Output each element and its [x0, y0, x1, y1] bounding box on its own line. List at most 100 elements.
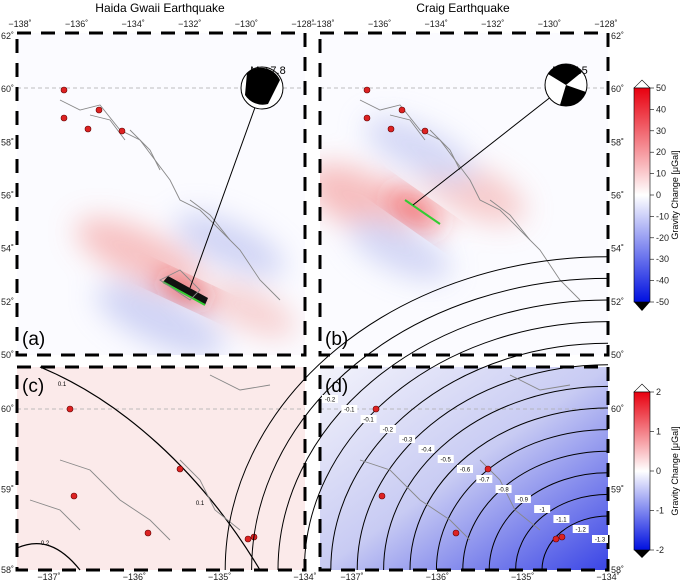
contour-line: [224, 256, 609, 571]
lat-tick-label: 58˚: [611, 137, 624, 147]
colorbar-tick-label: 40: [656, 104, 666, 114]
map-b: Mw 7.5 (b): [320, 33, 608, 355]
colorbar-tick-label: 0: [656, 190, 661, 200]
contour-line: [356, 364, 609, 571]
contour-line: [541, 515, 609, 571]
magnitude: Mw 7.5: [552, 65, 587, 77]
contour-label-bg: [360, 415, 377, 423]
lon-tick-label: −134˚: [122, 19, 145, 29]
contour-label: -0.1: [363, 418, 374, 424]
lon-tick-label: −136˚: [368, 19, 391, 29]
contour-line: [515, 493, 609, 571]
contour-label-bg: [495, 485, 512, 493]
map-a: Mw 7.8 (a): [17, 33, 305, 355]
lon-tick-label: −132˚: [178, 19, 201, 29]
title: Craig Earthquake: [416, 1, 510, 15]
contour-label: 0.1: [58, 382, 67, 388]
frame: [15, 31, 307, 357]
contour-label-bg: [341, 405, 358, 413]
contour-label: 0.1: [196, 501, 205, 507]
lat-tick-label: 60˚: [1, 84, 14, 94]
lon-tick-label: −135˚: [208, 572, 231, 581]
contour-label: -0.4: [421, 448, 432, 454]
colorbar-tick-label: 2: [656, 387, 661, 397]
contour-line: [303, 321, 609, 571]
colorbar-tick-label: -30: [656, 254, 669, 264]
colorbar-tick-label: -10: [656, 211, 669, 221]
lat-tick-label: 59˚: [611, 485, 624, 495]
contour-label-bg: [534, 505, 551, 513]
contour-label: -1.3: [595, 538, 606, 544]
lon-tick-label: −136˚: [426, 572, 449, 581]
contour-label: -0.8: [498, 488, 509, 494]
contour-label-bg: [553, 515, 570, 523]
lat-tick-label: 60˚: [1, 404, 14, 414]
lat-tick-label: 50˚: [611, 350, 624, 360]
contour-label: -1.2: [576, 528, 587, 534]
lat-tick-label: 54˚: [611, 244, 624, 254]
colorbar-label: Gravity Change [μGal]: [670, 426, 680, 515]
lat-tick-label: 62˚: [611, 31, 624, 41]
colorbar-tick-label: -1: [656, 506, 664, 516]
contour-label-bg: [514, 495, 531, 503]
contour-label-bg: [476, 475, 493, 483]
lon-tick-label: −128˚: [291, 19, 314, 29]
lat-tick-label: 58˚: [611, 565, 624, 575]
colorbar-tick-label: -2: [656, 545, 664, 555]
lat-tick-label: 60˚: [611, 404, 624, 414]
lon-tick-label: −137˚: [37, 572, 60, 581]
map-c: (c): [16, 366, 305, 571]
lat-tick-label: 56˚: [1, 191, 14, 201]
panel-label: (c): [22, 376, 44, 397]
contour-line: [330, 342, 609, 571]
panel-label: (d): [325, 376, 348, 397]
colorbar-tick-label: -20: [656, 233, 669, 243]
colorbar-tick-label: 50: [656, 83, 666, 93]
contour-label-bg: [379, 425, 396, 433]
lat-tick-label: 59˚: [1, 485, 14, 495]
lon-tick-label: −134˚: [596, 572, 619, 581]
colorbar-tick-label: 10: [656, 169, 666, 179]
ticks: −138˚ −136˚ −134˚ −132˚ −130˚ −128˚ 62˚ 60˚ 58˚ 5…: [1, 19, 669, 582]
contour-label: 0.2: [41, 541, 50, 547]
contour-label-bg: [457, 465, 473, 473]
lon-tick-label: −138˚: [311, 19, 334, 29]
colorbar: Gravity Change [μGal]: [633, 383, 680, 558]
contour-label-bg: [592, 535, 608, 543]
lon-tick-label: −137˚: [340, 572, 363, 581]
colorbar-label: Gravity Change [μGal]: [670, 150, 680, 239]
lat-tick-label: 58˚: [1, 137, 14, 147]
lon-tick-label: −135˚: [511, 572, 534, 581]
contour-label: -0.3: [402, 438, 413, 444]
contour-line: [251, 277, 609, 571]
frame: [318, 365, 610, 572]
title: Haida Gwaii Earthquake: [95, 1, 225, 15]
contour-label-bg: [322, 395, 338, 403]
lon-tick-label: −138˚: [8, 19, 31, 29]
contour-label: -0.2: [383, 428, 394, 434]
lat-tick-label: 50˚: [1, 350, 14, 360]
lon-tick-label: −136˚: [65, 19, 88, 29]
lon-tick-label: −128˚: [594, 19, 617, 29]
contour-line: [383, 385, 609, 571]
contour-line: [277, 299, 609, 571]
contour-label: -1.1: [556, 518, 567, 524]
contour-labels: 0.1 0.1 0.2: [41, 382, 205, 547]
lon-tick-label: −134˚: [293, 572, 316, 581]
lon-tick-label: −130˚: [235, 19, 258, 29]
lon-tick-label: −130˚: [538, 19, 561, 29]
contour-label: -0.5: [441, 458, 452, 464]
colorbar-tick-label: 0: [656, 466, 661, 476]
colorbar-tick-label: 30: [656, 126, 666, 136]
colorbar-tick-label: 20: [656, 147, 666, 157]
colorbar-tick-label: -50: [656, 297, 669, 307]
colorbar-tick-label: 1: [656, 427, 661, 437]
panel-label: (a): [22, 329, 45, 350]
lat-tick-label: 62˚: [1, 31, 14, 41]
contour-label-bg: [418, 445, 435, 453]
colorbar-tick-label: -40: [656, 276, 669, 286]
lat-tick-label: 52˚: [611, 297, 624, 307]
contour-label: -0.2: [325, 398, 336, 404]
contour-label: -0.9: [518, 498, 529, 504]
contour-label: -0.1: [344, 408, 355, 414]
